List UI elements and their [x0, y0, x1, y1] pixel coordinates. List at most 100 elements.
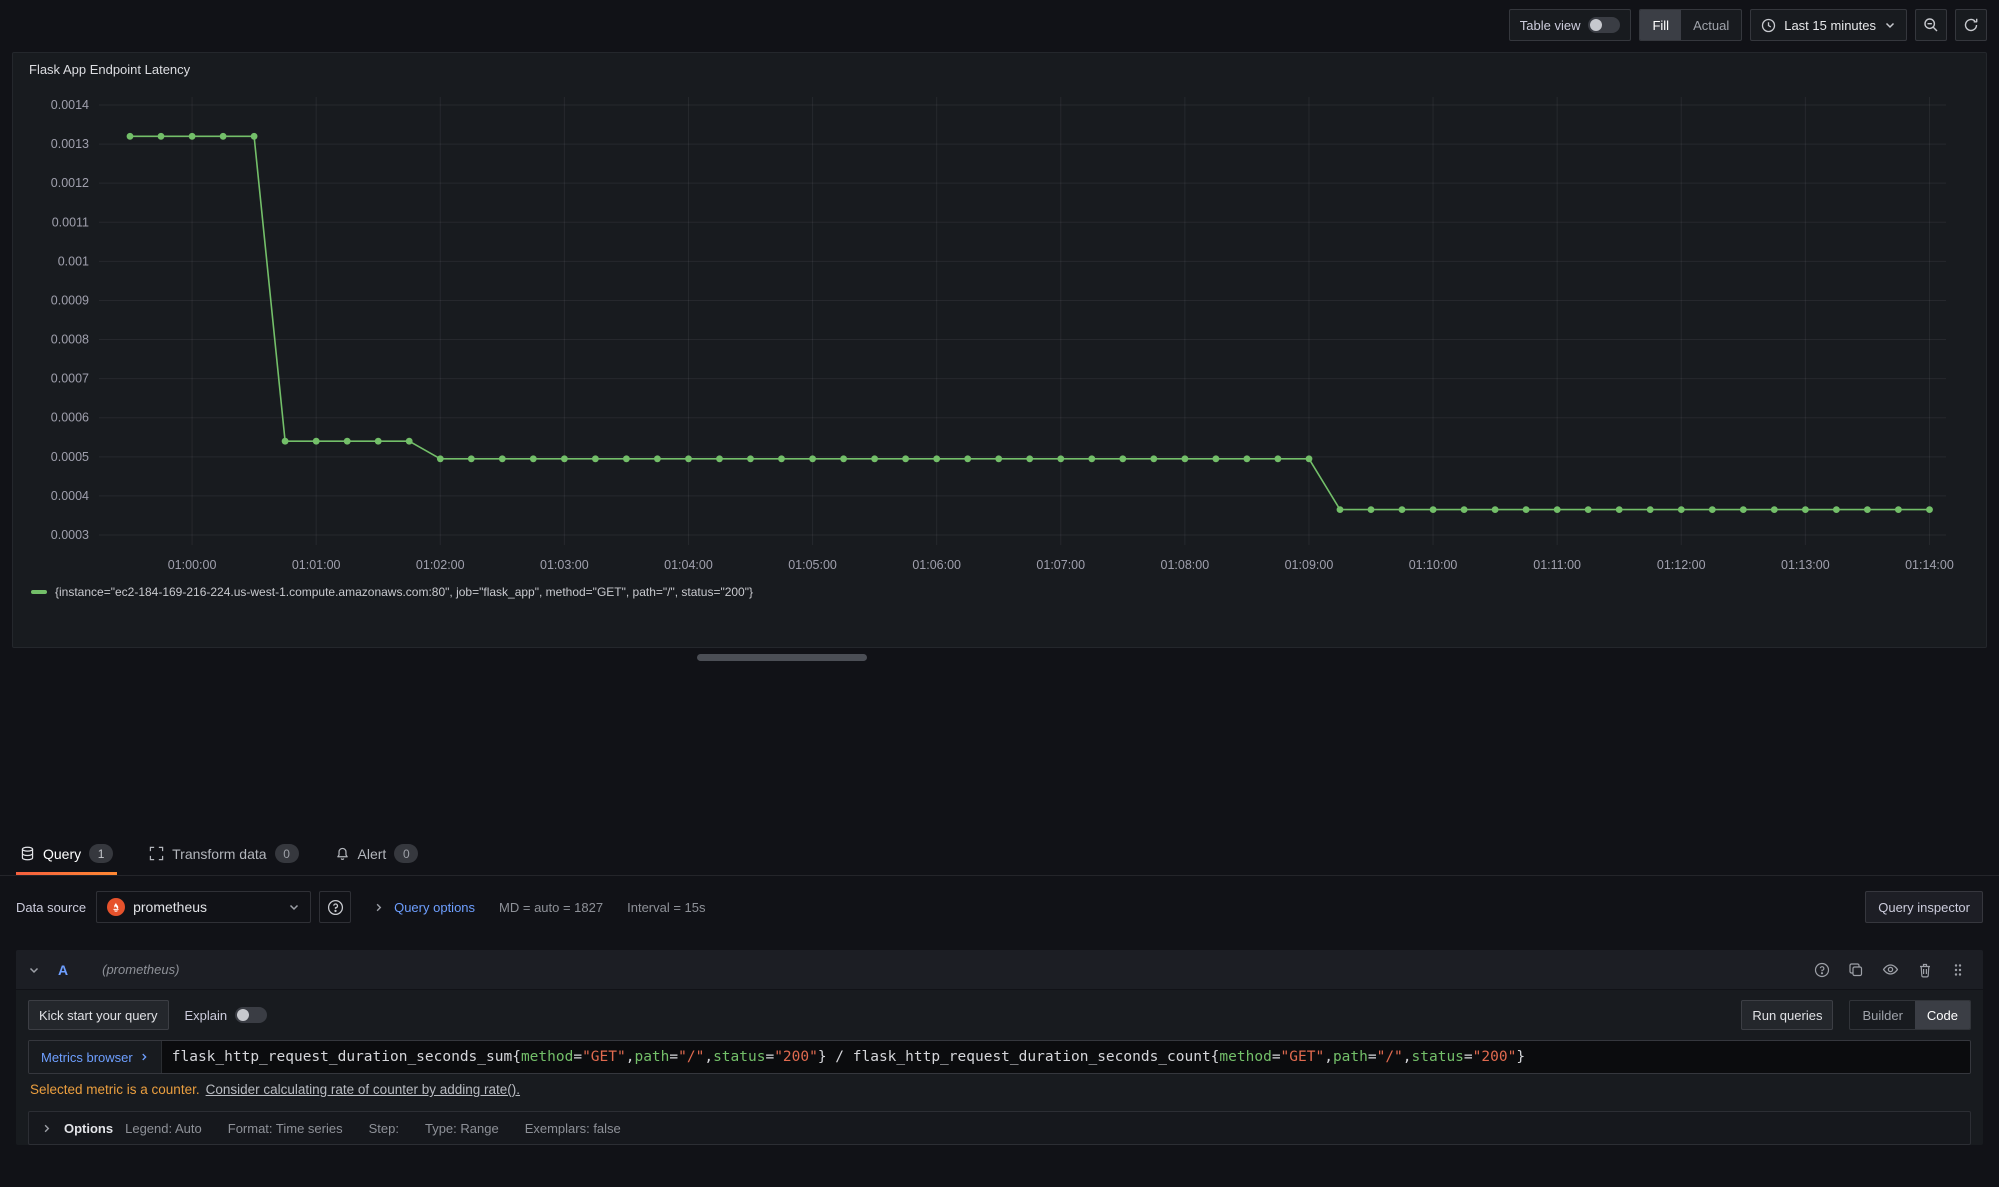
chart-legend[interactable]: {instance="ec2-184-169-216-224.us-west-1…	[13, 583, 1986, 599]
collapse-chevron-icon[interactable]	[28, 964, 40, 976]
datasource-help-button[interactable]	[319, 891, 351, 923]
legend-series-label: {instance="ec2-184-169-216-224.us-west-1…	[55, 585, 753, 599]
tab-transform-data[interactable]: Transform data 0	[145, 844, 302, 875]
delete-query-icon[interactable]	[1917, 962, 1933, 978]
query-row-header[interactable]: A (prometheus)	[16, 950, 1983, 990]
panel-title: Flask App Endpoint Latency	[13, 53, 1986, 79]
toggle-knob	[237, 1009, 249, 1021]
promql-editor-row: Metrics browser flask_http_request_durat…	[28, 1040, 1971, 1074]
transform-icon	[149, 846, 164, 861]
promql-query-input[interactable]: flask_http_request_duration_seconds_sum{…	[162, 1041, 1970, 1073]
edit-pane-tabs: Query 1 Transform data 0 Alert 0	[0, 832, 1999, 876]
add-rate-hint-link[interactable]: Consider calculating rate of counter by …	[206, 1082, 520, 1097]
svg-text:01:07:00: 01:07:00	[1036, 558, 1085, 572]
tab-alert-count: 0	[394, 844, 418, 863]
svg-text:0.0007: 0.0007	[51, 372, 89, 386]
svg-text:0.0008: 0.0008	[51, 333, 89, 347]
query-options-summary-row[interactable]: Options Legend: Auto Format: Time series…	[28, 1111, 1971, 1145]
svg-text:01:02:00: 01:02:00	[416, 558, 465, 572]
fill-option[interactable]: Fill	[1640, 10, 1681, 40]
svg-text:01:11:00: 01:11:00	[1533, 558, 1581, 572]
query-editor-card: A (prometheus)	[16, 950, 1983, 1145]
latency-chart[interactable]: 0.0014 0.0013 0.0012 0.0011 0.001 0.0009 0.000…	[21, 83, 1964, 583]
refresh-button[interactable]	[1955, 9, 1987, 41]
svg-text:0.001: 0.001	[58, 254, 89, 268]
svg-text:0.0013: 0.0013	[51, 137, 89, 151]
prometheus-icon	[107, 898, 125, 916]
svg-text:01:13:00: 01:13:00	[1781, 558, 1830, 572]
datasource-row: Data source prometheus Query options MD …	[16, 890, 1983, 924]
svg-text:0.0003: 0.0003	[51, 528, 89, 542]
chevron-right-icon	[139, 1052, 149, 1062]
chevron-down-icon	[1884, 19, 1896, 31]
tab-query[interactable]: Query 1	[16, 844, 117, 875]
code-option[interactable]: Code	[1915, 1001, 1970, 1029]
svg-text:0.0004: 0.0004	[51, 489, 89, 503]
panel-edit-toolbar: Table view Fill Actual Last 15 minutes	[1509, 8, 1987, 42]
table-view-toggle[interactable]	[1588, 17, 1620, 33]
kick-start-query-button[interactable]: Kick start your query	[28, 1000, 169, 1030]
svg-text:01:14:00: 01:14:00	[1905, 558, 1954, 572]
actual-option[interactable]: Actual	[1681, 10, 1741, 40]
duplicate-query-icon[interactable]	[1848, 962, 1864, 978]
svg-text:01:01:00: 01:01:00	[292, 558, 341, 572]
chevron-down-icon	[288, 901, 300, 913]
database-icon	[20, 846, 35, 861]
explain-toggle[interactable]	[235, 1007, 267, 1023]
warning-text: Selected metric is a counter.	[30, 1082, 200, 1097]
tab-query-count: 1	[89, 844, 113, 863]
time-range-label: Last 15 minutes	[1784, 18, 1876, 33]
svg-text:01:00:00: 01:00:00	[168, 558, 217, 572]
svg-text:01:09:00: 01:09:00	[1285, 558, 1334, 572]
fill-actual-switch: Fill Actual	[1639, 9, 1742, 41]
metrics-browser-label: Metrics browser	[41, 1050, 133, 1065]
hide-query-icon[interactable]	[1882, 961, 1899, 978]
query-help-icon[interactable]	[1814, 962, 1830, 978]
panel-resize-handle[interactable]	[697, 654, 867, 661]
builder-code-switch: Builder Code	[1849, 1000, 1971, 1030]
query-ref-id: A	[58, 962, 68, 978]
svg-text:0.0011: 0.0011	[52, 215, 89, 229]
query-datasource-hint: (prometheus)	[102, 962, 179, 977]
table-view-control[interactable]: Table view	[1509, 9, 1632, 41]
legend-series-marker	[31, 590, 47, 594]
drag-handle-icon[interactable]	[1951, 962, 1965, 978]
time-range-picker[interactable]: Last 15 minutes	[1750, 9, 1907, 41]
svg-text:0.0012: 0.0012	[51, 176, 89, 190]
svg-text:01:08:00: 01:08:00	[1161, 558, 1210, 572]
options-format: Format: Time series	[228, 1121, 343, 1136]
options-step: Step:	[369, 1121, 399, 1136]
metrics-browser-button[interactable]: Metrics browser	[29, 1041, 162, 1073]
tab-alert[interactable]: Alert 0	[331, 844, 423, 875]
options-exemplars: Exemplars: false	[525, 1121, 621, 1136]
svg-text:0.0009: 0.0009	[51, 293, 89, 307]
zoom-out-button[interactable]	[1915, 9, 1947, 41]
svg-text:0.0014: 0.0014	[51, 98, 89, 112]
svg-text:0.0006: 0.0006	[51, 411, 89, 425]
svg-text:01:05:00: 01:05:00	[788, 558, 837, 572]
tab-query-label: Query	[43, 846, 81, 862]
datasource-picker[interactable]: prometheus	[96, 891, 311, 923]
tab-transform-label: Transform data	[172, 846, 266, 862]
explain-label: Explain	[185, 1008, 228, 1023]
options-title: Options	[64, 1121, 113, 1136]
options-type: Type: Range	[425, 1121, 499, 1136]
interval-text: Interval = 15s	[627, 900, 705, 915]
datasource-label: Data source	[16, 900, 86, 915]
query-row-actions	[1814, 961, 1965, 978]
svg-text:01:06:00: 01:06:00	[912, 558, 961, 572]
builder-option[interactable]: Builder	[1850, 1001, 1914, 1029]
options-legend: Legend: Auto	[125, 1121, 202, 1136]
datasource-value: prometheus	[133, 899, 280, 915]
panel-edit-bottom-pane: Query 1 Transform data 0 Alert 0 Data so…	[0, 832, 1999, 1159]
query-options-group[interactable]: Query options MD = auto = 1827 Interval …	[373, 900, 705, 915]
svg-text:0.0005: 0.0005	[51, 450, 89, 464]
query-inspector-button[interactable]: Query inspector	[1865, 891, 1983, 923]
table-view-label: Table view	[1520, 18, 1581, 33]
refresh-icon	[1963, 17, 1979, 33]
run-queries-button[interactable]: Run queries	[1741, 1000, 1833, 1030]
query-options-label[interactable]: Query options	[394, 900, 475, 915]
svg-text:01:03:00: 01:03:00	[540, 558, 589, 572]
tab-alert-label: Alert	[358, 846, 387, 862]
svg-text:01:04:00: 01:04:00	[664, 558, 713, 572]
